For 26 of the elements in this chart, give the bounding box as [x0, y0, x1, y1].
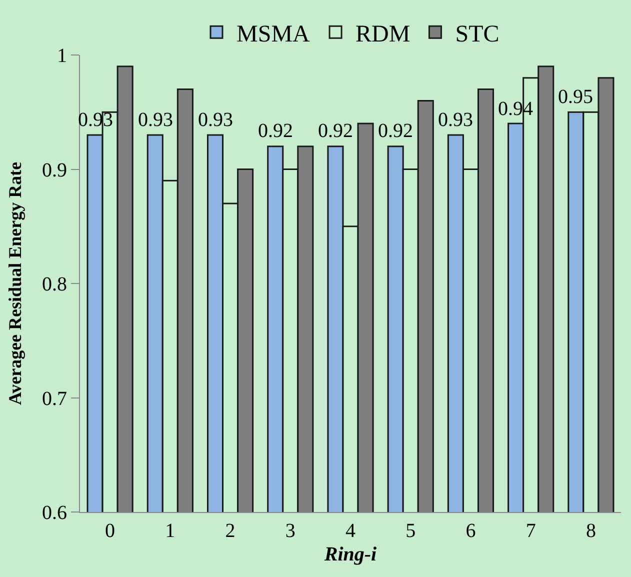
- data-label: 0.95: [558, 86, 593, 108]
- x-tick-label: 2: [225, 520, 236, 542]
- y-tick-label: 0.9: [42, 159, 67, 182]
- x-tick-label: 7: [526, 520, 536, 542]
- data-label: 0.92: [378, 120, 413, 142]
- x-tick-label: 3: [285, 520, 296, 542]
- x-axis-title: Ring-i: [323, 544, 378, 566]
- data-label: 0.93: [198, 109, 233, 131]
- x-tick-label: 1: [165, 520, 176, 542]
- y-tick-label: 0.6: [42, 502, 67, 524]
- y-tick-label: 0.8: [42, 274, 67, 296]
- data-label: 0.93: [138, 109, 173, 131]
- x-tick-label: 4: [346, 520, 356, 542]
- data-label: 0.92: [258, 120, 293, 142]
- legend-label: MSMA: [236, 21, 311, 48]
- legend-label: RDM: [356, 21, 410, 48]
- y-tick-label: 0.7: [42, 388, 67, 410]
- x-tick-label: 6: [466, 520, 476, 542]
- y-axis-title: Averagee Residual Energy Rate: [5, 162, 26, 406]
- data-label: 0.92: [318, 120, 353, 142]
- y-tick-label: 1: [57, 45, 67, 67]
- x-tick-label: 0: [105, 520, 116, 542]
- data-label: 0.93: [438, 109, 473, 131]
- legend-label: STC: [455, 21, 500, 48]
- x-tick-label: 8: [586, 520, 596, 542]
- x-tick-label: 5: [406, 520, 416, 542]
